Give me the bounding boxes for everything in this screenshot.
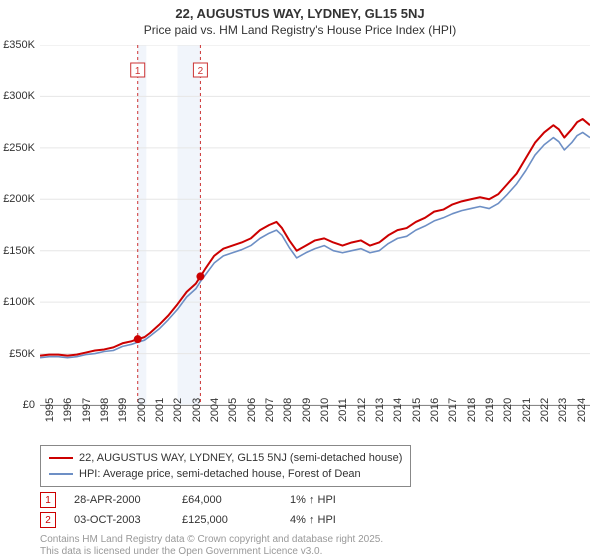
x-tick-label: 2017 — [447, 398, 459, 422]
transaction-price: £125,000 — [182, 514, 272, 526]
title-block: 22, AUGUSTUS WAY, LYDNEY, GL15 5NJ Price… — [0, 0, 600, 37]
attribution: Contains HM Land Registry data © Crown c… — [40, 534, 383, 558]
chart-subtitle: Price paid vs. HM Land Registry's House … — [0, 23, 600, 37]
x-tick-label: 2018 — [466, 398, 478, 422]
x-tick-label: 2020 — [502, 398, 514, 422]
chart-container: 22, AUGUSTUS WAY, LYDNEY, GL15 5NJ Price… — [0, 0, 600, 560]
x-tick-label: 2022 — [539, 398, 551, 422]
x-tick-label: 1998 — [99, 398, 111, 422]
x-tick-label: 2015 — [411, 398, 423, 422]
y-tick-label: £150K — [0, 245, 35, 257]
x-tick-label: 1997 — [81, 398, 93, 422]
legend-label: 22, AUGUSTUS WAY, LYDNEY, GL15 5NJ (semi… — [79, 450, 402, 466]
x-tick-label: 2023 — [557, 398, 569, 422]
x-tick-label: 2006 — [246, 398, 258, 422]
y-tick-label: £0 — [0, 399, 35, 411]
legend-swatch — [49, 473, 73, 475]
x-tick-label: 1999 — [117, 398, 129, 422]
transaction-date: 28-APR-2000 — [74, 494, 164, 506]
x-tick-label: 1995 — [44, 398, 56, 422]
x-tick-label: 2014 — [392, 398, 404, 422]
chart-title: 22, AUGUSTUS WAY, LYDNEY, GL15 5NJ — [0, 6, 600, 21]
svg-text:2: 2 — [198, 66, 204, 77]
transaction-row: 2 03-OCT-2003 £125,000 4% ↑ HPI — [40, 510, 380, 530]
chart-area: 12 £0£50K£100K£150K£200K£250K£300K£350K … — [40, 45, 590, 405]
transaction-delta: 1% ↑ HPI — [290, 494, 380, 506]
x-tick-label: 2008 — [282, 398, 294, 422]
y-tick-label: £350K — [0, 39, 35, 51]
attribution-line: This data is licensed under the Open Gov… — [40, 546, 383, 558]
legend-label: HPI: Average price, semi-detached house,… — [79, 466, 361, 482]
transaction-badge: 1 — [40, 492, 56, 508]
x-tick-label: 2004 — [209, 398, 221, 422]
transaction-date: 03-OCT-2003 — [74, 514, 164, 526]
transaction-badge: 2 — [40, 512, 56, 528]
y-tick-label: £300K — [0, 90, 35, 102]
transactions-table: 1 28-APR-2000 £64,000 1% ↑ HPI 2 03-OCT-… — [40, 490, 380, 530]
y-tick-label: £50K — [0, 348, 35, 360]
legend-item: 22, AUGUSTUS WAY, LYDNEY, GL15 5NJ (semi… — [49, 450, 402, 466]
legend-swatch — [49, 457, 73, 459]
x-tick-label: 2010 — [319, 398, 331, 422]
y-tick-label: £100K — [0, 296, 35, 308]
transaction-price: £64,000 — [182, 494, 272, 506]
x-tick-label: 2002 — [172, 398, 184, 422]
y-tick-label: £250K — [0, 142, 35, 154]
transaction-delta: 4% ↑ HPI — [290, 514, 380, 526]
x-tick-label: 2011 — [337, 398, 349, 422]
x-tick-label: 2021 — [521, 398, 533, 422]
legend: 22, AUGUSTUS WAY, LYDNEY, GL15 5NJ (semi… — [40, 445, 411, 487]
x-tick-label: 2007 — [264, 398, 276, 422]
attribution-line: Contains HM Land Registry data © Crown c… — [40, 534, 383, 546]
legend-item: HPI: Average price, semi-detached house,… — [49, 466, 402, 482]
plot-svg: 12 — [40, 45, 590, 406]
x-tick-label: 2009 — [301, 398, 313, 422]
x-tick-label: 2024 — [576, 398, 588, 422]
x-tick-label: 2000 — [136, 398, 148, 422]
x-tick-label: 1996 — [62, 398, 74, 422]
y-tick-label: £200K — [0, 193, 35, 205]
x-tick-label: 2001 — [154, 398, 166, 422]
x-tick-label: 2003 — [191, 398, 203, 422]
transaction-row: 1 28-APR-2000 £64,000 1% ↑ HPI — [40, 490, 380, 510]
x-tick-label: 2019 — [484, 398, 496, 422]
x-tick-label: 2016 — [429, 398, 441, 422]
x-tick-label: 2012 — [356, 398, 368, 422]
x-tick-label: 2005 — [227, 398, 239, 422]
svg-text:1: 1 — [135, 66, 141, 77]
x-tick-label: 2013 — [374, 398, 386, 422]
